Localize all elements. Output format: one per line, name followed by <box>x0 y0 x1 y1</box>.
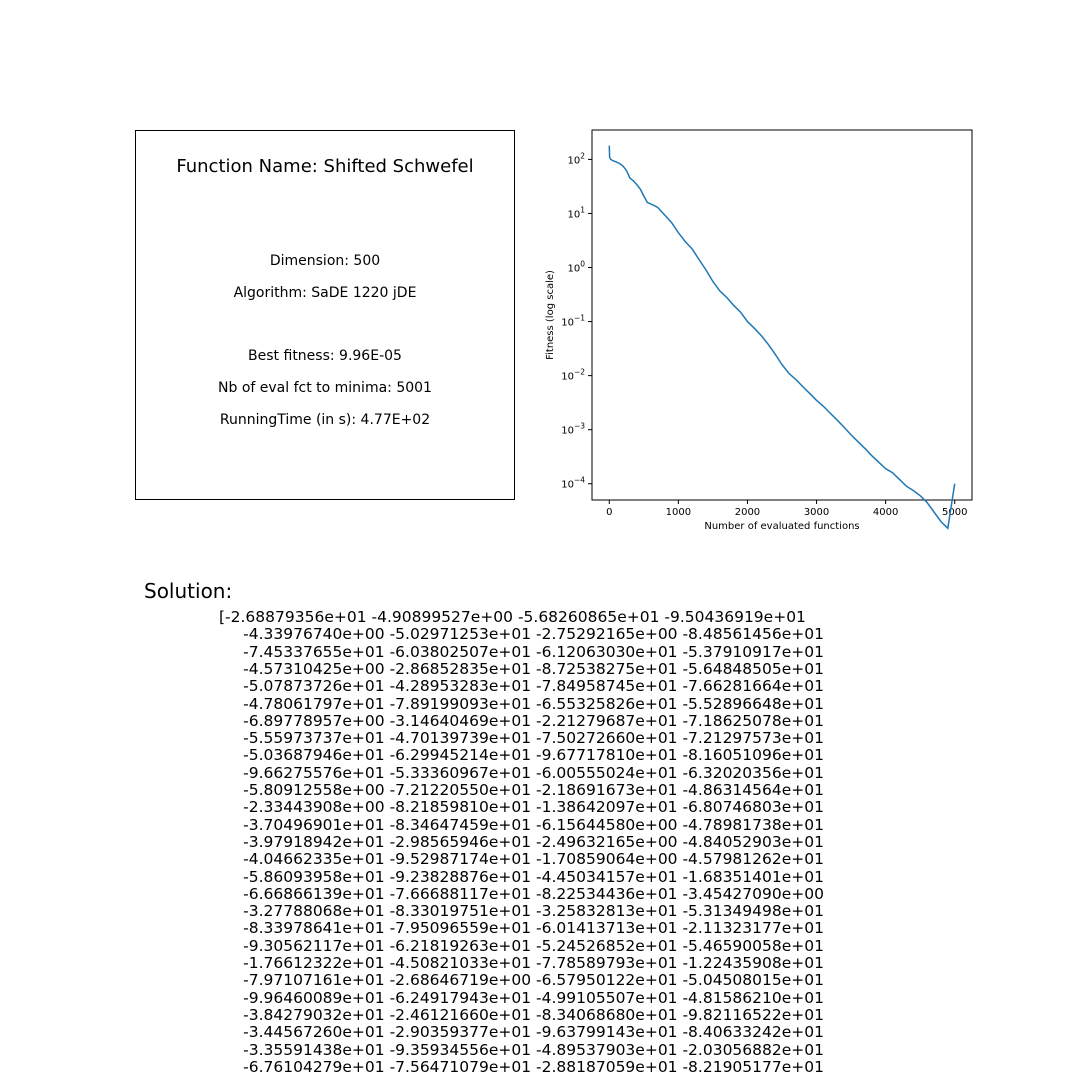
algorithm-label: Algorithm: SaDE 1220 jDE <box>233 285 417 301</box>
y-tick-label: 10−4 <box>561 476 585 491</box>
solution-line: -2.33443908e+00 -8.21859810e+01 -1.38642… <box>243 798 824 817</box>
solution-line: -6.89778957e+00 -3.14640469e+01 -2.21279… <box>243 711 824 730</box>
x-tick-label: 4000 <box>873 507 898 518</box>
x-tick-label: 0 <box>606 507 612 518</box>
solution-line: -6.66866139e+01 -7.66688117e+01 -8.22534… <box>243 884 824 903</box>
solution-line: -5.86093958e+01 -9.23828876e+01 -4.45034… <box>243 867 824 886</box>
y-tick-label: 10−3 <box>561 422 585 437</box>
x-tick-label: 1000 <box>666 507 691 518</box>
fitness-chart: 0 1000 2000 3000 4000 5000 10−4 10−3 10−2 10−1 10… <box>545 129 973 532</box>
solution-line: -3.44567260e+01 -2.90359377e+01 -9.63799… <box>243 1023 824 1042</box>
solution-line: -7.97107161e+01 -2.68646719e+00 -6.57950… <box>243 971 824 990</box>
y-tick-label: 101 <box>567 205 585 220</box>
plot-frame <box>591 129 973 501</box>
x-tick-label: 2000 <box>735 507 760 518</box>
solution-line: -6.76104279e+01 -7.56471079e+01 -2.88187… <box>243 1057 824 1076</box>
solution-line: [-2.68879356e+01 -4.90899527e+00 -5.6826… <box>219 608 806 626</box>
y-tick-label: 100 <box>567 260 585 275</box>
x-tick-label: 3000 <box>804 507 829 518</box>
best-fitness-label: Best fitness: 9.96E-05 <box>248 348 402 364</box>
solution-line: -9.96460089e+01 -6.24917943e+01 -4.99105… <box>243 988 824 1007</box>
solution-line: -3.84279032e+01 -2.46121660e+01 -8.34068… <box>243 1005 824 1024</box>
solution-line: -4.78061797e+01 -7.89199093e+01 -6.55325… <box>243 694 824 713</box>
dimension-label: Dimension: 500 <box>269 253 381 269</box>
solution-line: -7.45337655e+01 -6.03802507e+01 -6.12063… <box>243 642 824 661</box>
solution-line: -4.04662335e+01 -9.52987174e+01 -1.70859… <box>243 850 824 869</box>
solution-line: -1.76612322e+01 -4.50821033e+01 -7.78589… <box>243 954 824 972</box>
solution-line: -5.55973737e+01 -4.70139739e+01 -7.50272… <box>243 729 824 748</box>
running-time-label: RunningTime (in s): 4.77E+02 <box>219 412 431 428</box>
info-panel: Function Name: Shifted Schwefel Dimensio… <box>135 130 515 500</box>
solution-line: -3.35591438e+01 -9.35934556e+01 -4.89537… <box>243 1040 824 1059</box>
solution-line: -5.07873726e+01 -4.28953283e+01 -7.84958… <box>243 677 824 696</box>
solution-line: -9.66275576e+01 -5.33360967e+01 -6.00555… <box>243 763 824 782</box>
solution-line: -3.97918942e+01 -2.98565946e+01 -2.49632… <box>243 832 824 851</box>
x-tick-label: 5000 <box>942 507 967 518</box>
y-tick-label: 102 <box>567 151 585 166</box>
solution-line: -5.03687946e+01 -6.29945214e+01 -9.67717… <box>243 746 824 765</box>
fitness-series-line <box>608 145 956 530</box>
y-tick-label: 10−1 <box>561 314 585 329</box>
eval-count-label: Nb of eval fct to minima: 5001 <box>218 380 432 396</box>
function-name-title: Function Name: Shifted Schwefel <box>176 156 474 177</box>
solution-heading: Solution: <box>144 579 233 603</box>
y-tick-label: 10−2 <box>561 368 585 383</box>
y-axis-title: Fitness (log scale) <box>545 270 556 360</box>
solution-line: -4.57310425e+00 -2.86852835e+01 -8.72538… <box>243 659 824 678</box>
x-axis-title: Number of evaluated functions <box>704 521 859 532</box>
solution-line: -9.30562117e+01 -6.21819263e+01 -5.24526… <box>243 936 824 955</box>
solution-line: -4.33976740e+00 -5.02971253e+01 -2.75292… <box>243 625 824 644</box>
solution-line: -5.80912558e+00 -7.21220550e+01 -2.18691… <box>243 781 824 799</box>
solution-line: -3.27788068e+01 -8.33019751e+01 -3.25832… <box>243 902 824 921</box>
solution-line: -8.33978641e+01 -7.95096559e+01 -6.01413… <box>243 919 824 938</box>
solution-line: -3.70496901e+01 -8.34647459e+01 -6.15644… <box>243 815 824 834</box>
